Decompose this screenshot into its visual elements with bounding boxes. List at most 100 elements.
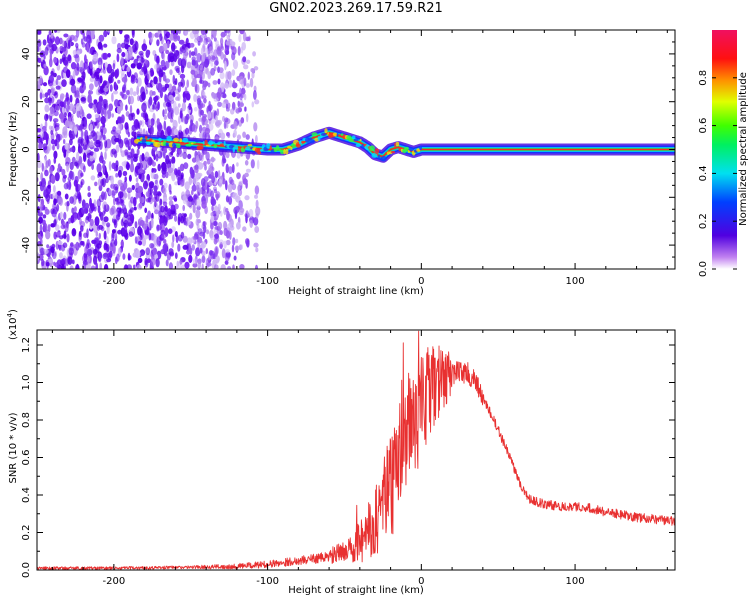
noise-speck [39, 51, 44, 58]
noise-speck [153, 234, 157, 243]
noise-speck [191, 184, 197, 192]
noise-speck [98, 232, 102, 240]
noise-speck [57, 163, 61, 171]
y-tick-label: 0.4 [21, 487, 32, 503]
signal-blob [394, 142, 397, 149]
noise-speck [249, 219, 253, 228]
noise-speck [71, 228, 77, 237]
noise-speck [72, 70, 76, 80]
noise-speck [102, 164, 106, 174]
noise-speck [193, 106, 198, 112]
noise-speck [173, 197, 178, 202]
noise-speck [173, 128, 179, 136]
noise-speck [147, 210, 152, 220]
noise-speck [80, 129, 84, 140]
noise-speck [206, 184, 209, 194]
noise-speck [47, 184, 51, 189]
noise-speck [112, 90, 119, 95]
noise-speck [70, 78, 76, 86]
noise-speck [180, 178, 185, 187]
noise-speck [87, 185, 91, 192]
x-tick-label: 0 [418, 276, 424, 287]
noise-speck [90, 175, 96, 181]
noise-speck [171, 241, 175, 248]
noise-speck [170, 150, 174, 156]
noise-speck [160, 205, 165, 213]
noise-speck [197, 172, 203, 177]
noise-speck [93, 99, 98, 105]
noise-speck [115, 173, 119, 178]
noise-speck [53, 185, 56, 193]
noise-speck [111, 190, 116, 198]
noise-speck [151, 33, 155, 39]
signal-blob [234, 145, 239, 150]
noise-speck [148, 31, 153, 40]
noise-speck [190, 119, 194, 127]
noise-speck [193, 194, 198, 200]
noise-speck [134, 221, 138, 229]
noise-speck [231, 91, 237, 98]
noise-speck [225, 239, 231, 246]
noise-speck [219, 71, 225, 80]
noise-speck [67, 256, 73, 265]
noise-speck [243, 77, 247, 87]
noise-speck [203, 98, 207, 104]
noise-speck [182, 235, 188, 243]
noise-speck [205, 151, 210, 161]
noise-speck [101, 191, 105, 200]
noise-speck [111, 231, 115, 242]
noise-speck [133, 72, 138, 80]
noise-speck [217, 170, 221, 179]
noise-speck [68, 173, 72, 178]
noise-speck [244, 106, 247, 112]
noise-speck [80, 97, 86, 102]
noise-speck [124, 43, 129, 50]
noise-speck [106, 222, 111, 228]
noise-speck [138, 240, 143, 246]
noise-speck [160, 223, 166, 232]
noise-speck [244, 195, 250, 201]
noise-speck [213, 238, 218, 245]
noise-speck [157, 163, 161, 172]
noise-speck [240, 117, 245, 124]
noise-speck [80, 225, 84, 232]
noise-speck [141, 153, 145, 162]
noise-speck [149, 90, 154, 97]
noise-speck [215, 255, 220, 263]
noise-speck [45, 230, 51, 240]
noise-speck [178, 30, 182, 35]
noise-speck [70, 215, 75, 224]
snr-plot-area [37, 330, 675, 570]
noise-speck [202, 39, 206, 47]
noise-speck [226, 34, 231, 40]
noise-speck [79, 230, 82, 238]
noise-speck [199, 152, 204, 162]
y-tick-label: -40 [21, 237, 32, 253]
noise-speck [66, 200, 70, 207]
noise-speck [63, 112, 67, 118]
noise-speck [46, 44, 50, 51]
noise-speck [81, 42, 86, 48]
noise-speck [129, 38, 134, 46]
noise-speck [150, 253, 155, 260]
noise-speck [197, 261, 202, 269]
noise-speck [220, 37, 224, 46]
noise-speck [228, 176, 233, 185]
noise-speck [195, 209, 201, 219]
noise-speck [217, 128, 224, 137]
noise-speck [53, 120, 57, 129]
noise-speck [55, 102, 58, 111]
noise-speck [221, 102, 227, 108]
noise-speck [42, 82, 48, 87]
noise-speck [168, 94, 174, 101]
noise-speck [242, 226, 247, 232]
noise-speck [174, 78, 178, 85]
signal-blob [166, 135, 172, 142]
noise-speck [48, 137, 51, 147]
noise-speck [170, 209, 176, 215]
noise-speck [163, 114, 167, 120]
colorbar-tick-label: 0.8 [698, 70, 709, 86]
noise-speck [200, 47, 204, 56]
noise-speck [74, 129, 78, 135]
noise-speck [98, 224, 104, 230]
